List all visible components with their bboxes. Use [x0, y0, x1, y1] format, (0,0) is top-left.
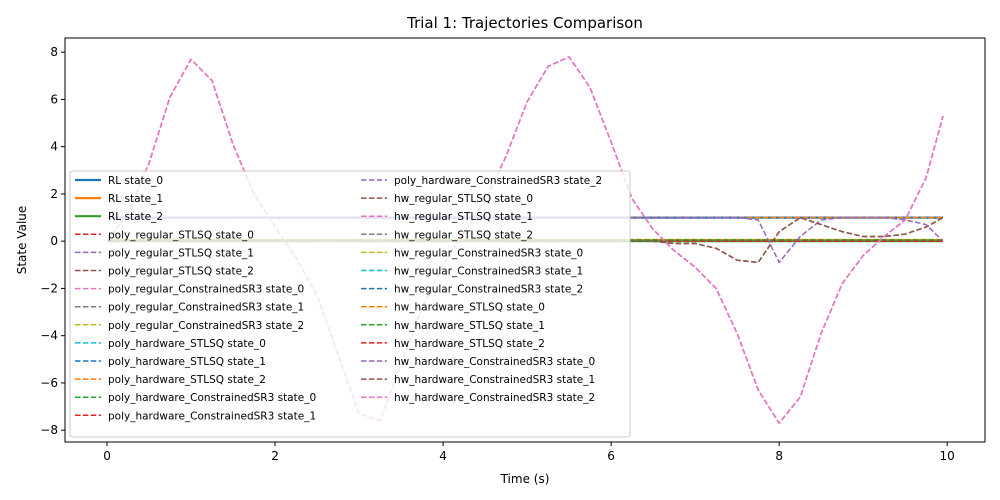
y-axis-label: State Value	[15, 206, 29, 275]
x-tick-label: 0	[103, 449, 111, 463]
y-tick-label: 2	[50, 187, 58, 201]
legend-label: hw_regular_STLSQ state_1	[394, 211, 533, 223]
y-tick-label: −8	[40, 423, 58, 437]
y-tick-label: 0	[50, 234, 58, 248]
chart-title: Trial 1: Trajectories Comparison	[406, 14, 643, 32]
x-axis: 0 2 4 6 8 10	[103, 442, 955, 463]
legend-label: hw_regular_STLSQ state_2	[394, 229, 533, 241]
x-tick-label: 10	[940, 449, 955, 463]
legend-label: poly_hardware_STLSQ state_0	[108, 338, 266, 350]
legend-label: poly_regular_STLSQ state_2	[108, 266, 254, 278]
y-tick-label: 6	[50, 92, 58, 106]
legend-label: hw_hardware_STLSQ state_2	[394, 338, 545, 350]
x-tick-label: 2	[271, 449, 279, 463]
legend-label: poly_hardware_STLSQ state_2	[108, 374, 266, 386]
legend-label: poly_regular_STLSQ state_1	[108, 247, 254, 259]
legend-label: hw_hardware_STLSQ state_0	[394, 302, 545, 314]
y-tick-label: −4	[40, 329, 58, 343]
legend-label: hw_hardware_ConstrainedSR3 state_0	[394, 356, 595, 368]
legend: RL state_0 RL state_1 RL state_2 poly_regul…	[69, 170, 631, 438]
legend-label: hw_regular_ConstrainedSR3 state_2	[394, 284, 583, 296]
y-tick-label: 4	[50, 140, 58, 154]
legend-label: hw_regular_ConstrainedSR3 state_1	[394, 266, 583, 278]
legend-label: poly_regular_ConstrainedSR3 state_0	[108, 284, 304, 296]
y-tick-label: −2	[40, 281, 58, 295]
legend-label: hw_hardware_ConstrainedSR3 state_2	[394, 392, 595, 404]
legend-box	[69, 170, 631, 438]
x-tick-label: 6	[607, 449, 615, 463]
axes-frame	[64, 37, 986, 443]
legend-label: hw_regular_STLSQ state_0	[394, 193, 533, 205]
x-tick-label: 4	[439, 449, 447, 463]
legend-label: hw_hardware_STLSQ state_1	[394, 320, 545, 332]
legend-label: poly_regular_STLSQ state_0	[108, 229, 254, 241]
legend-label: hw_regular_ConstrainedSR3 state_0	[394, 247, 583, 259]
legend-label: poly_regular_ConstrainedSR3 state_2	[108, 320, 304, 332]
legend-label: hw_hardware_ConstrainedSR3 state_1	[394, 374, 595, 386]
legend-label: poly_hardware_STLSQ state_1	[108, 356, 266, 368]
legend-label: poly_regular_ConstrainedSR3 state_1	[108, 302, 304, 314]
y-tick-label: −6	[40, 376, 58, 390]
legend-label: poly_hardware_ConstrainedSR3 state_0	[108, 392, 316, 404]
legend-label: RL state_2	[108, 211, 163, 223]
x-tick-label: 8	[775, 449, 783, 463]
y-axis: −8 −6 −4 −2 0 2 4 6 8	[40, 45, 65, 437]
legend-label: poly_hardware_ConstrainedSR3 state_2	[394, 175, 602, 187]
y-tick-label: 8	[50, 45, 58, 59]
legend-label: RL state_0	[108, 175, 163, 187]
x-axis-label: Time (s)	[500, 472, 550, 486]
legend-label: RL state_1	[108, 193, 163, 205]
legend-label: poly_hardware_ConstrainedSR3 state_1	[108, 410, 316, 422]
